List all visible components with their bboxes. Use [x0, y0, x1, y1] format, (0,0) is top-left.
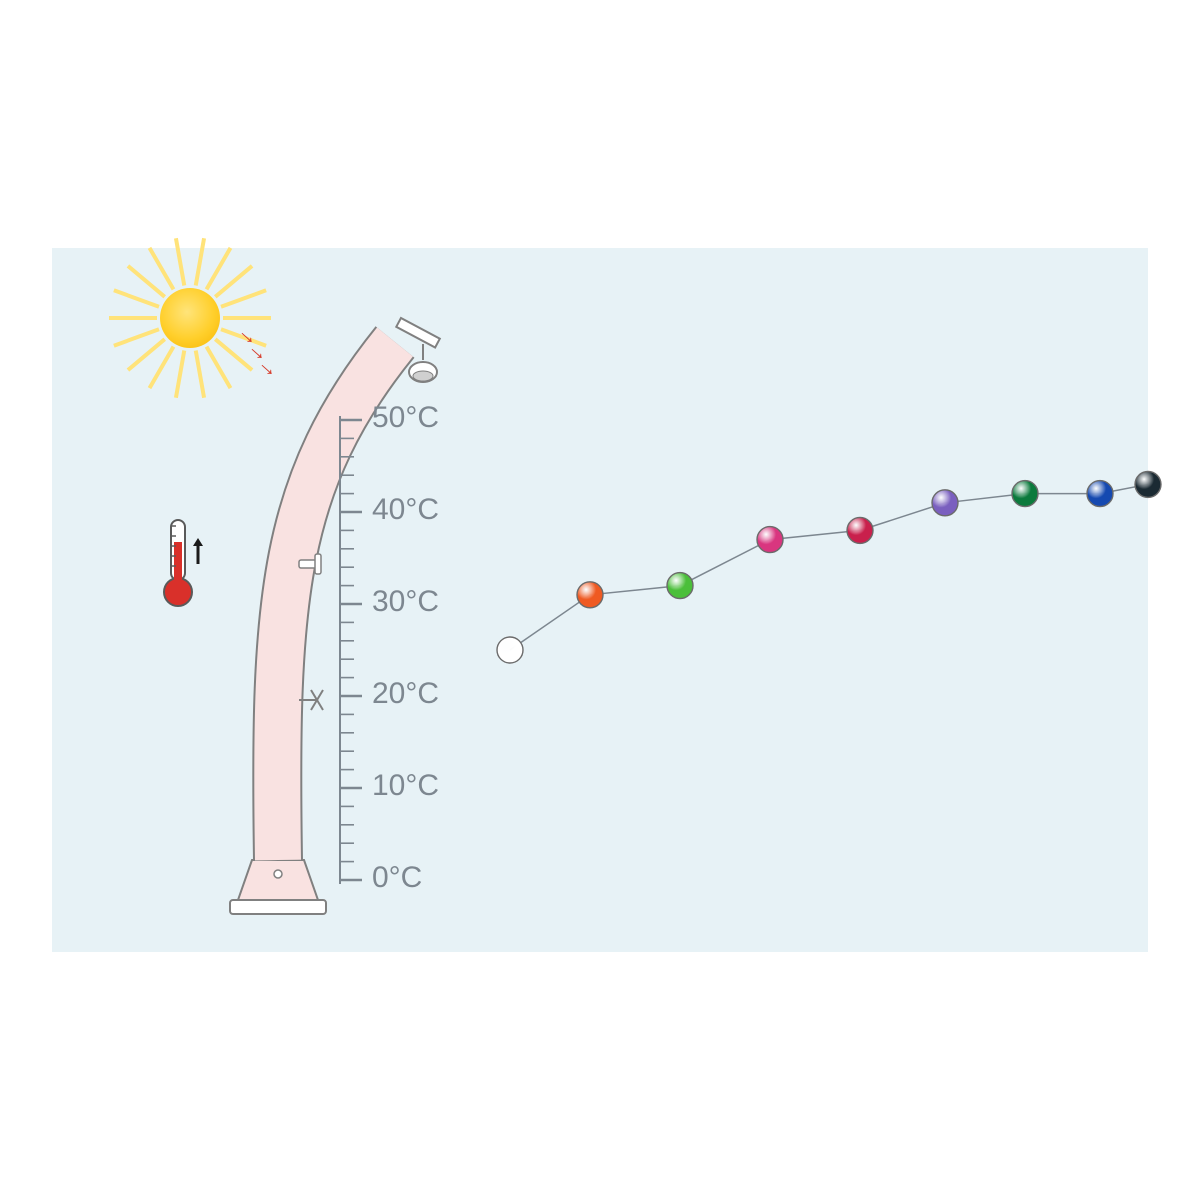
chart-point — [847, 517, 873, 543]
chart-point — [497, 637, 523, 663]
chart-point — [1135, 471, 1161, 497]
chart-point — [667, 573, 693, 599]
chart-point — [1012, 481, 1038, 507]
temperature-color-chart — [0, 0, 1200, 1200]
chart-point — [577, 582, 603, 608]
chart-point — [757, 527, 783, 553]
chart-point — [932, 490, 958, 516]
chart-point — [1087, 481, 1113, 507]
diagram-root: →→→ 0°C10°C20°C30°C40°C50°C — [0, 0, 1200, 1200]
